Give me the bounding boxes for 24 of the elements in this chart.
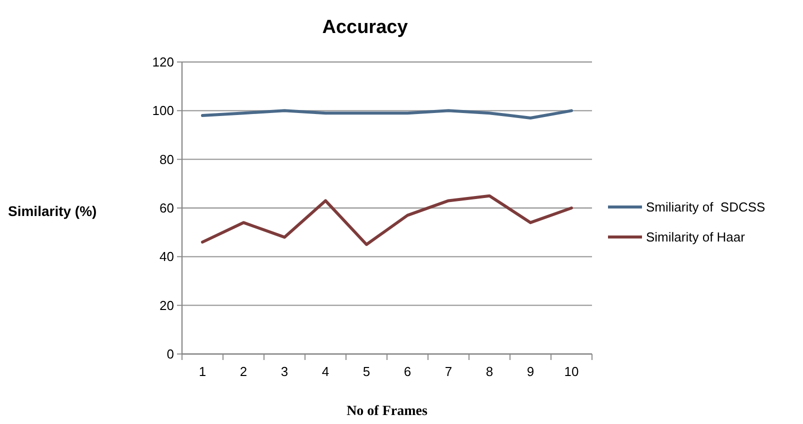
x-tick-label: 2 [240, 364, 248, 379]
chart-title: Accuracy [322, 17, 408, 38]
x-tick-label: 8 [486, 364, 494, 379]
legend-label: Smiliarity of SDCSS [646, 200, 766, 215]
x-tick-label: 4 [322, 364, 330, 379]
y-tick-label: 80 [160, 152, 174, 167]
y-tick-label: 60 [160, 200, 174, 216]
x-tick-label: 10 [564, 364, 579, 379]
x-tick-label: 7 [444, 364, 452, 379]
x-tick-label: 1 [198, 364, 206, 379]
y-tick-label: 0 [166, 346, 174, 362]
x-tick-label: 9 [526, 364, 534, 379]
y-tick-label: 20 [160, 298, 174, 313]
x-tick-label: 6 [404, 364, 412, 379]
y-tick-label: 100 [152, 103, 174, 118]
y-tick-label: 40 [160, 249, 174, 264]
y-axis-title: Similarity (%) [8, 203, 97, 219]
x-axis-title: No of Frames [346, 404, 428, 419]
line-series [201, 109, 573, 120]
legend-label: Similarity of Haar [646, 230, 746, 245]
x-tick-label: 5 [362, 364, 370, 379]
x-tick-label: 3 [280, 364, 288, 379]
y-tick-label: 120 [152, 54, 174, 70]
line-series [201, 194, 573, 246]
